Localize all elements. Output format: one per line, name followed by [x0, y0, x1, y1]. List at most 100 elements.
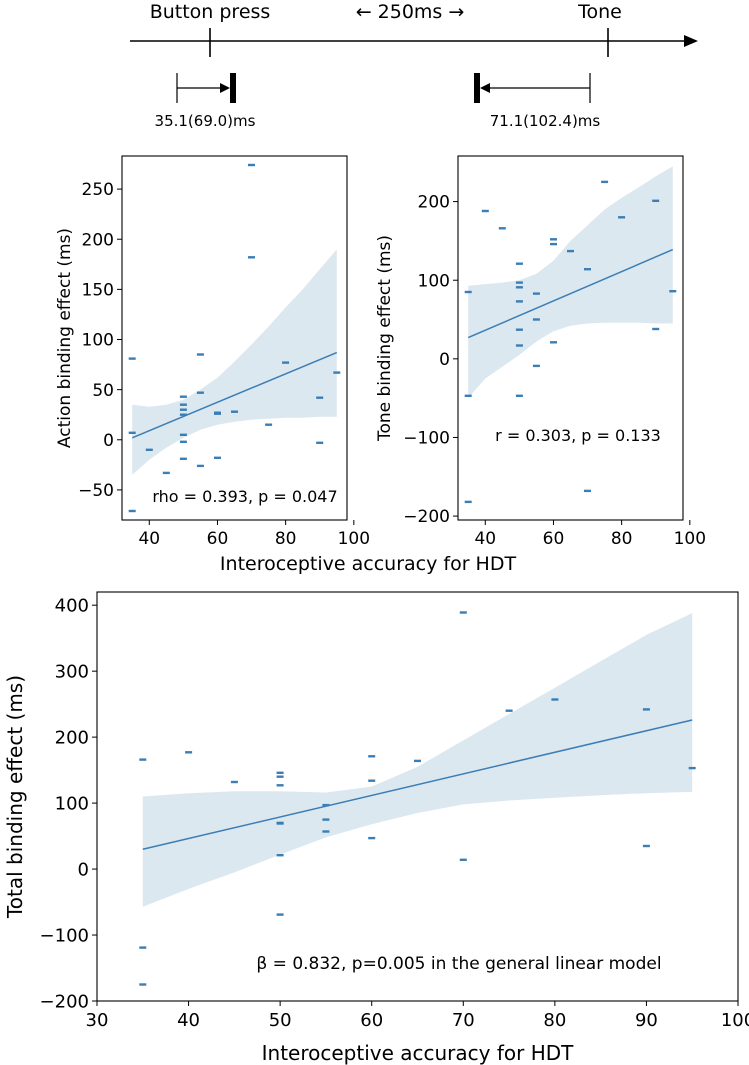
x-tick-label: 80	[275, 529, 297, 549]
data-point	[333, 371, 341, 374]
y-tick-label: 200	[418, 193, 450, 213]
data-point	[322, 830, 330, 833]
data-point	[265, 423, 273, 426]
data-point	[276, 913, 284, 916]
data-point	[652, 199, 660, 202]
data-point	[584, 268, 591, 271]
y-tick-label: 50	[92, 381, 114, 401]
confidence-band	[132, 249, 337, 475]
x-tick-label: 60	[207, 529, 229, 549]
regression-line	[467, 248, 674, 339]
data-point	[505, 709, 513, 712]
data-point	[214, 412, 221, 415]
data-point	[128, 431, 136, 434]
timeline-button-press-label: Button press	[150, 1, 271, 23]
data-point	[179, 440, 187, 443]
x-tick-label: 40	[474, 529, 496, 549]
y-tick-label: 100	[82, 331, 114, 351]
y-tick-label: 250	[82, 180, 114, 200]
data-point	[196, 353, 204, 356]
data-point	[567, 249, 574, 253]
data-point	[179, 408, 187, 411]
stats-annotation: r = 0.303, p = 0.133	[495, 426, 661, 445]
x-tick-label: 80	[543, 1010, 566, 1031]
data-point	[230, 780, 238, 784]
data-point	[282, 361, 290, 364]
x-tick-label: 50	[269, 1010, 292, 1031]
y-tick-label: 300	[55, 662, 89, 683]
tone-shift-label: 71.1(102.4)ms	[490, 112, 601, 130]
y-tick-label: 150	[82, 280, 114, 300]
data-point	[276, 854, 284, 857]
data-point	[179, 457, 187, 460]
action-shift-bar	[230, 73, 236, 103]
x-axis-label: Interoceptive accuracy for HDT	[262, 1041, 575, 1065]
x-tick-label: 40	[177, 1010, 200, 1031]
data-point	[481, 209, 489, 213]
data-point	[515, 262, 523, 265]
data-point	[459, 611, 467, 614]
data-point	[128, 509, 136, 513]
data-point	[214, 456, 221, 459]
data-point	[584, 489, 591, 493]
data-point	[248, 256, 255, 259]
data-point	[601, 180, 609, 184]
data-point	[231, 410, 238, 413]
data-point	[652, 327, 660, 331]
action-binding-chart: 40 60 80 100 −50 0 50 100 150 200 250 Action bindin…	[55, 155, 370, 549]
x-tick-label: 30	[86, 1010, 109, 1031]
regression-line	[142, 719, 693, 851]
regression-line	[131, 351, 338, 439]
timeline-interval-label: ← 250ms →	[356, 1, 465, 23]
data-point	[316, 441, 324, 444]
tone-binding-chart: 40 60 80 100 −200 −100 0 100 200 Tone binding eff…	[375, 155, 706, 549]
data-point	[532, 292, 540, 295]
data-point	[551, 698, 559, 701]
y-tick-label: 0	[78, 860, 89, 881]
data-point	[322, 803, 330, 807]
timeline: Button press ← 250ms → Tone 35.1(69.0)ms…	[130, 1, 698, 130]
y-axis-label: Tone binding effect (ms)	[375, 235, 395, 442]
data-point	[515, 300, 523, 303]
y-tick-label: −200	[403, 507, 450, 527]
data-point	[464, 394, 472, 397]
y-tick-label: 400	[55, 596, 89, 617]
data-point	[162, 471, 170, 475]
y-tick-label: 0	[439, 350, 450, 370]
data-point	[642, 844, 650, 848]
confidence-band	[468, 166, 673, 399]
data-point	[276, 822, 284, 825]
y-tick-label: 0	[103, 431, 114, 451]
x-tick-label: 70	[452, 1010, 475, 1031]
upper-x-axis-label: Interoceptive accuracy for HDT	[220, 553, 517, 575]
data-point	[515, 286, 523, 289]
y-tick-label: 100	[418, 271, 450, 291]
data-point	[276, 775, 284, 778]
data-point	[532, 318, 540, 321]
stats-annotation: rho = 0.393, p = 0.047	[152, 487, 337, 506]
data-point	[316, 396, 324, 399]
data-point	[642, 708, 650, 711]
data-point	[464, 500, 472, 504]
data-point	[139, 983, 147, 986]
plot-frame	[457, 155, 684, 521]
y-tick-label: −100	[403, 429, 450, 449]
data-point	[179, 403, 187, 406]
data-point	[179, 395, 187, 398]
timeline-arrowhead	[684, 35, 698, 47]
data-point	[532, 364, 540, 368]
y-tick-label: −50	[78, 481, 114, 501]
data-point	[145, 448, 153, 451]
data-point	[550, 242, 557, 246]
action-shift-label: 35.1(69.0)ms	[155, 112, 256, 130]
y-tick-label: 100	[55, 794, 89, 815]
data-point	[618, 216, 626, 219]
data-point	[550, 238, 557, 241]
y-axis-label: Action binding effect (ms)	[55, 228, 75, 448]
data-point	[498, 227, 506, 230]
data-point	[185, 751, 193, 754]
x-tick-label: 90	[635, 1010, 658, 1031]
data-point	[368, 755, 376, 758]
x-tick-label: 60	[543, 529, 565, 549]
